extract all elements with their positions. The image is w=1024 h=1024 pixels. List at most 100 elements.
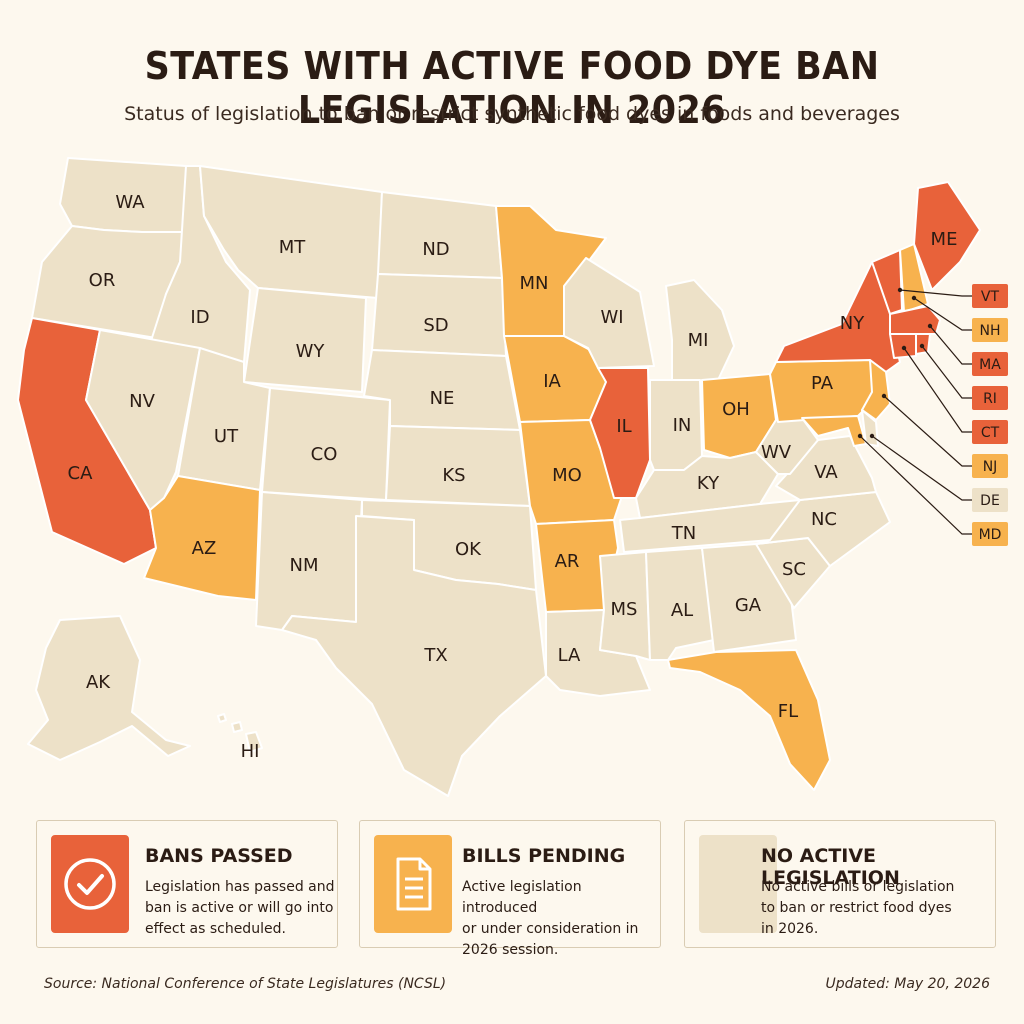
legend-title: BANS PASSED [145,845,293,867]
state-label-tn: TN [671,523,696,544]
state-label-pa: PA [811,373,834,394]
page-title: STATES WITH ACTIVE FOOD DYE BAN LEGISLAT… [144,44,880,132]
legend-description: Legislation has passed and ban is active … [145,879,335,937]
callout-line-ri [921,345,972,399]
callout-dot-ma [927,323,933,329]
state-label-fl: FL [778,701,798,722]
state-label-ne: NE [430,388,455,409]
state-il [589,367,651,499]
legend-no-legislation: NO ACTIVE LEGISLATION No active bills or… [684,820,996,948]
state-label-mi: MI [688,330,709,351]
callout-tag-md [972,522,1008,546]
state-label-wy: WY [296,341,326,362]
state-label-ok: OK [455,539,482,560]
state-nj [861,359,891,421]
callout-dot-ri [919,343,925,349]
callout-line-nj [883,395,972,467]
legend-swatch-pending [374,835,452,933]
legend-bills-pending: BILLS PENDING Active legislation introdu… [359,820,661,958]
callout-label-vt: VT [981,289,1000,305]
state-label-wa: WA [115,192,145,213]
state-label-ms: MS [611,599,638,620]
updated-date: Updated: May 20, 2026 [825,976,991,992]
state-vt [871,249,903,315]
state-label-wv: WV [761,442,792,463]
state-label-mt: MT [279,237,307,258]
state-label-il: IL [616,416,631,437]
state-fl [667,649,831,791]
page-subtitle: Status of legislation to ban or restrict… [124,103,900,125]
legend-description: Active legislation introduced or under co… [462,879,639,958]
legend-title: BILLS PENDING [462,845,626,867]
state-label-me: ME [931,229,958,250]
callout-label-nj: NJ [983,459,998,475]
state-label-ga: GA [735,595,762,616]
state-label-ny: NY [840,313,865,334]
state-label-sc: SC [782,559,806,580]
state-label-nc: NC [811,509,837,530]
callout-dot-ct [901,345,907,351]
document-icon [396,857,432,911]
state-mi [665,279,735,383]
state-label-wi: WI [600,307,623,328]
state-label-co: CO [311,444,338,465]
state-label-va: VA [814,462,838,483]
callout-dot-nj [881,393,887,399]
check-circle-icon [64,858,116,910]
state-label-ut: UT [214,426,239,447]
legend-swatch-none [699,835,777,933]
state-label-tx: TX [423,645,447,666]
state-label-ky: KY [697,473,720,494]
callout-line-de [871,435,972,501]
state-ak [27,615,191,761]
callout-label-ri: RI [983,391,997,407]
callout-dot-de [869,433,875,439]
source-note: Source: National Conference of State Leg… [44,976,447,992]
callout-line-md [859,435,972,535]
callout-dot-md [857,433,863,439]
state-nd [377,191,503,279]
callout-tag-de [972,488,1008,512]
callout-dot-vt [897,287,903,293]
state-label-la: LA [558,645,581,666]
legend-description: No active bills or legislation to ban or … [761,879,955,937]
callout-tag-nj [972,454,1008,478]
legend-swatch-passed [51,835,129,933]
state-label-ks: KS [442,465,465,486]
callout-tag-vt [972,284,1008,308]
state-label-nm: NM [290,555,319,576]
state-label-mo: MO [552,465,582,486]
state-hi [217,713,263,753]
callout-line-ct [903,347,972,433]
callout-tag-ri [972,386,1008,410]
state-ma [889,305,941,335]
callout-label-de: DE [980,493,1000,509]
state-ri [915,333,931,355]
state-label-id: ID [190,307,209,328]
callout-tag-nh [972,318,1008,342]
callout-tag-ma [972,352,1008,376]
callout-line-vt [899,289,972,297]
callout-label-ma: MA [979,357,1001,373]
state-label-in: IN [673,415,692,436]
callout-label-md: MD [979,527,1002,543]
state-label-hi: HI [241,741,260,762]
state-label-oh: OH [722,399,750,420]
state-label-ia: IA [543,371,561,392]
state-label-ca: CA [68,463,94,484]
callout-label-nh: NH [980,323,1001,339]
state-tx [281,515,547,797]
callout-label-ct: CT [981,425,1000,441]
state-me [913,181,981,291]
state-label-nv: NV [129,391,155,412]
callout-tag-ct [972,420,1008,444]
state-ct [889,333,917,359]
legend-bans-passed: BANS PASSED Legislation has passed and ba… [36,820,338,948]
state-label-mn: MN [520,273,549,294]
callout-dot-nh [911,295,917,301]
state-label-nd: ND [422,239,449,260]
callout-line-ma [929,325,972,365]
state-nh [899,243,929,313]
callout-line-nh [913,297,972,331]
